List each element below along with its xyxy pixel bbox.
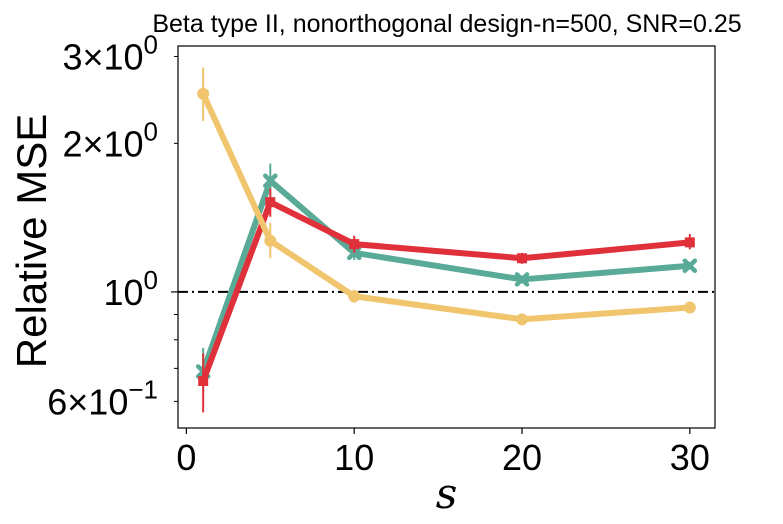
x-tick-label: 10: [334, 437, 374, 478]
x-tick-label: 30: [670, 437, 710, 478]
plot-area: [178, 67, 715, 413]
series-red-point: [265, 197, 276, 208]
series-red-point: [517, 253, 528, 264]
y-tick-label: 3×100: [62, 29, 158, 77]
y-tick-label: 6×10−1: [47, 374, 158, 422]
x-axis-label: s: [436, 469, 458, 518]
series-green-point: [514, 272, 530, 287]
series-red-point: [198, 375, 209, 386]
y-axis-label: Relative MSE: [8, 114, 55, 368]
axis-ticks: 0 10 20 30 100 6×10−1 2×100 3×100: [47, 29, 710, 478]
x-tick-label: 0: [176, 437, 196, 478]
y-tick-label: 2×100: [62, 116, 158, 164]
series-yellow-point: [516, 313, 529, 326]
series-green-line: [200, 177, 693, 375]
x-tick-label: 20: [502, 437, 542, 478]
series-red-point: [684, 237, 695, 248]
series-green-point: [682, 258, 698, 273]
series-yellow-point: [197, 87, 210, 100]
chart-title: Beta type II, nonorthogonal design-n=500…: [152, 10, 741, 38]
series-yellow-point: [348, 290, 361, 303]
axes-frame: [177, 45, 716, 429]
series-green-point: [346, 245, 362, 261]
y-tick-label: 100: [103, 265, 158, 313]
series-green-point: [263, 173, 278, 188]
series-yellow-point: [264, 234, 277, 247]
series-yellow-point: [683, 301, 696, 314]
series-red-point: [349, 239, 360, 250]
